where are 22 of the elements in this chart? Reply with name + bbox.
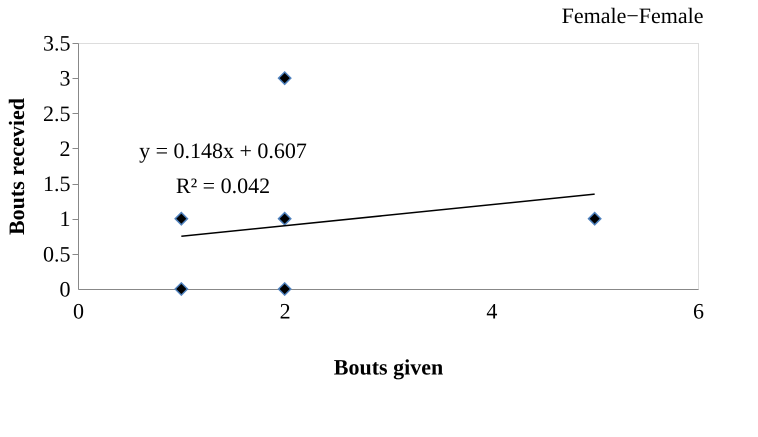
x-tick-label: 6 [693, 298, 704, 324]
y-tick-label: 2 [60, 136, 70, 161]
y-tick-label: 0 [60, 276, 70, 302]
x-tick-label: 2 [280, 298, 291, 324]
y-tick-label: 0.5 [43, 241, 70, 266]
point [174, 212, 188, 226]
x-tick-label: 4 [486, 298, 498, 324]
y-tick-label: 1.5 [43, 171, 70, 196]
point [588, 212, 602, 226]
annotation: y = 0.148x + 0.607 [139, 138, 307, 163]
y-tick-label: 2.5 [43, 100, 70, 126]
y-tick-label: 3 [60, 66, 70, 91]
point [278, 71, 292, 86]
x-axis-title: Bouts given [334, 354, 444, 380]
point [278, 282, 292, 296]
y-tick-label: 1 [60, 206, 70, 232]
point [174, 282, 188, 296]
point [278, 212, 292, 226]
y-axis-title: Bouts recevied [4, 98, 29, 236]
annotation: R² = 0.042 [176, 173, 270, 198]
y-tick-label: 3.5 [43, 30, 70, 56]
chart-title: Female−Female [562, 3, 704, 28]
